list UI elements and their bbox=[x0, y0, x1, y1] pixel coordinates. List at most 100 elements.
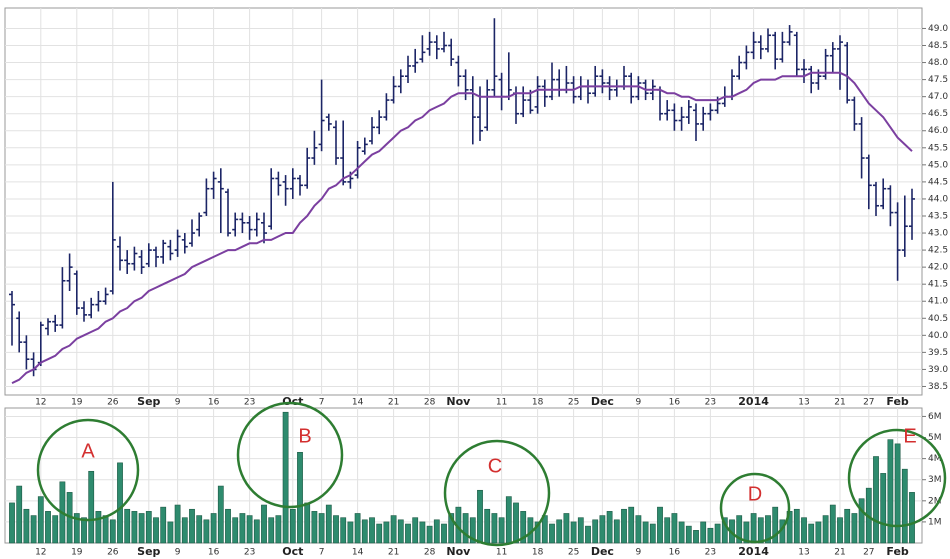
volume-bar bbox=[772, 506, 779, 544]
x-tick-label: 14 bbox=[352, 398, 364, 408]
y-tick-label: 39.0 bbox=[928, 365, 948, 375]
y-tick-label: 4M bbox=[928, 454, 942, 464]
volume-bar bbox=[246, 515, 253, 544]
volume-bar bbox=[102, 515, 109, 544]
x-tick-label: 13 bbox=[798, 548, 809, 558]
annotation-circle bbox=[719, 472, 791, 544]
x-tick-label: 21 bbox=[388, 548, 399, 558]
volume-bar bbox=[671, 513, 678, 544]
volume-bar bbox=[498, 517, 505, 544]
annotation-circle bbox=[36, 418, 140, 522]
volume-bar bbox=[901, 468, 908, 544]
volume-bar bbox=[750, 513, 757, 544]
x-tick-label: 23 bbox=[244, 398, 255, 408]
x-tick-label: Dec bbox=[591, 545, 614, 558]
volume-bar bbox=[232, 517, 239, 544]
volume-bar bbox=[549, 523, 555, 544]
volume-bar bbox=[405, 523, 411, 544]
x-tick-label: 13 bbox=[798, 398, 809, 408]
volume-bar bbox=[9, 502, 15, 544]
volume-bar bbox=[325, 504, 332, 544]
volume-bar bbox=[585, 525, 591, 544]
volume-bar bbox=[109, 519, 116, 544]
volume-bar bbox=[714, 523, 721, 544]
x-tick-label: 9 bbox=[175, 398, 181, 408]
x-tick-label: 7 bbox=[319, 548, 325, 558]
volume-bar bbox=[657, 506, 663, 544]
volume-bar bbox=[851, 513, 858, 544]
x-tick-label: 19 bbox=[71, 398, 83, 408]
volume-bar bbox=[628, 506, 635, 544]
volume-bar bbox=[297, 451, 303, 544]
volume-bar bbox=[448, 513, 455, 544]
x-tick-label: 9 bbox=[636, 548, 642, 558]
x-tick-label: Nov bbox=[446, 545, 471, 558]
y-tick-label: 6M bbox=[928, 412, 942, 422]
volume-bar bbox=[570, 521, 577, 544]
volume-bar bbox=[433, 519, 440, 544]
volume-bar bbox=[95, 511, 102, 544]
x-tick-label: Sep bbox=[137, 545, 160, 558]
y-tick-label: 45.0 bbox=[928, 160, 948, 170]
volume-bar bbox=[520, 511, 527, 544]
x-tick-label: 18 bbox=[532, 548, 544, 558]
volume-bar bbox=[412, 517, 419, 544]
volume-bar bbox=[736, 515, 743, 544]
volume-bar bbox=[577, 517, 584, 544]
volume-bar bbox=[318, 513, 325, 544]
volume-bar bbox=[693, 530, 699, 544]
volume-bar bbox=[289, 508, 296, 544]
volume-bar bbox=[210, 513, 217, 544]
volume-bar bbox=[131, 511, 138, 544]
volume-bar bbox=[189, 508, 195, 544]
x-tick-label: 21 bbox=[834, 548, 845, 558]
volume-bar bbox=[369, 517, 375, 544]
volume-bar bbox=[563, 513, 570, 544]
volume-bar bbox=[721, 517, 728, 544]
volume-bar bbox=[613, 519, 620, 544]
volume-bar bbox=[801, 517, 807, 544]
x-tick-label: 18 bbox=[532, 398, 544, 408]
x-tick-label: 19 bbox=[71, 548, 83, 558]
x-tick-label: 16 bbox=[669, 398, 681, 408]
y-tick-label: 44.0 bbox=[928, 194, 948, 204]
volume-bar bbox=[253, 519, 260, 544]
x-tick-label: 11 bbox=[496, 548, 507, 558]
volume-bar bbox=[117, 462, 123, 544]
volume-bar bbox=[757, 517, 764, 544]
y-tick-label: 49.0 bbox=[928, 24, 948, 34]
volume-bar bbox=[340, 517, 347, 544]
x-tick-label: 2014 bbox=[738, 395, 769, 408]
volume-bar bbox=[844, 508, 851, 544]
volume-bar bbox=[707, 527, 714, 544]
volume-bar bbox=[599, 515, 606, 544]
y-tick-label: 46.0 bbox=[928, 126, 948, 136]
y-tick-label: 1M bbox=[928, 517, 942, 527]
volume-bar bbox=[491, 513, 498, 544]
volume-bar bbox=[642, 521, 649, 544]
volume-bar bbox=[592, 519, 599, 544]
volume-bar bbox=[513, 502, 519, 544]
volume-bar bbox=[469, 517, 476, 544]
volume-bar bbox=[822, 515, 829, 544]
volume-bar bbox=[52, 515, 59, 544]
volume-bar bbox=[765, 515, 771, 544]
y-tick-label: 41.5 bbox=[928, 280, 948, 290]
volume-bar bbox=[37, 496, 44, 544]
volume-bar bbox=[743, 521, 750, 544]
volume-bar bbox=[261, 504, 267, 544]
volume-bar bbox=[239, 513, 246, 544]
volume-bar bbox=[505, 496, 512, 544]
x-tick-label: 16 bbox=[669, 548, 681, 558]
annotation-label: A bbox=[81, 440, 95, 462]
volume-bar bbox=[390, 515, 397, 544]
volume-bar bbox=[225, 508, 231, 544]
y-tick-label: 41.0 bbox=[928, 297, 948, 307]
volume-bar bbox=[909, 492, 915, 544]
volume-bar bbox=[347, 521, 354, 544]
volume-bar bbox=[181, 517, 188, 544]
y-tick-label: 42.5 bbox=[928, 246, 948, 256]
volume-bar bbox=[635, 515, 642, 544]
volume-bar bbox=[880, 473, 887, 544]
